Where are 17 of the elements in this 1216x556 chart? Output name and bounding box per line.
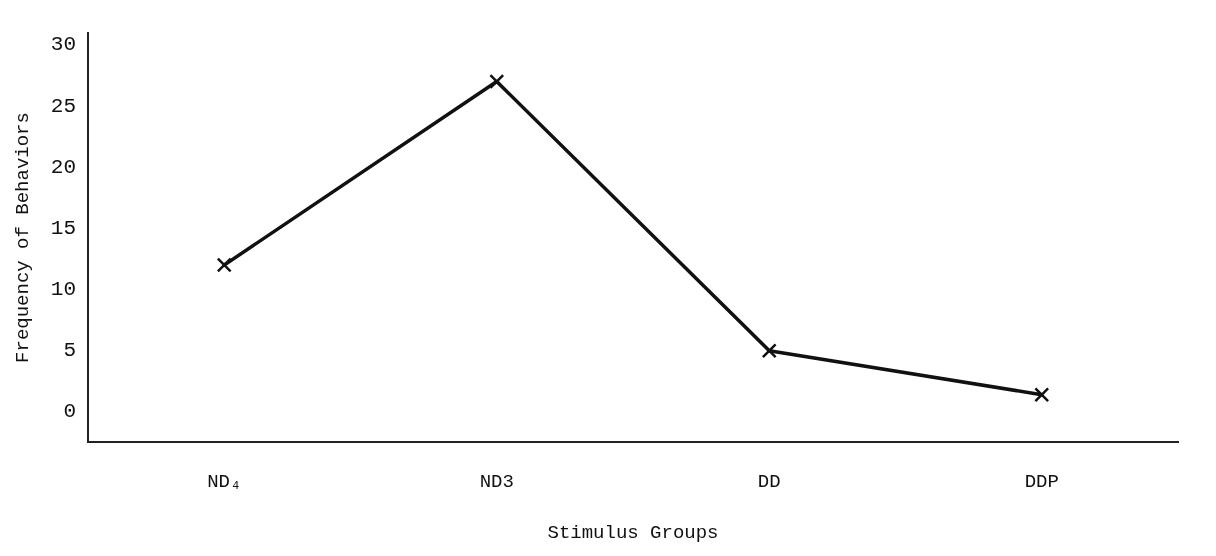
y-axis-title: Frequency of Behaviors [12,112,35,363]
x-tick-label: ND3 [479,470,514,493]
point [1034,387,1050,403]
y-tick-label: 10 [50,278,76,302]
x-axis-title: Stimulus Groups [547,521,719,544]
point [761,343,777,359]
x-tick-label: ND₄ [207,470,242,493]
y-tick-label: 25 [50,94,76,118]
y-tick-label: 20 [50,155,76,179]
y-tick-label: 5 [63,339,76,363]
x-tick-label: DDP [1024,470,1059,493]
x-tick-label: DD [757,470,781,493]
y-tick-label: 30 [50,33,76,57]
point [216,257,232,273]
y-tick-label: 15 [50,216,76,240]
y-tick-label: 0 [63,400,76,424]
point [489,73,505,90]
